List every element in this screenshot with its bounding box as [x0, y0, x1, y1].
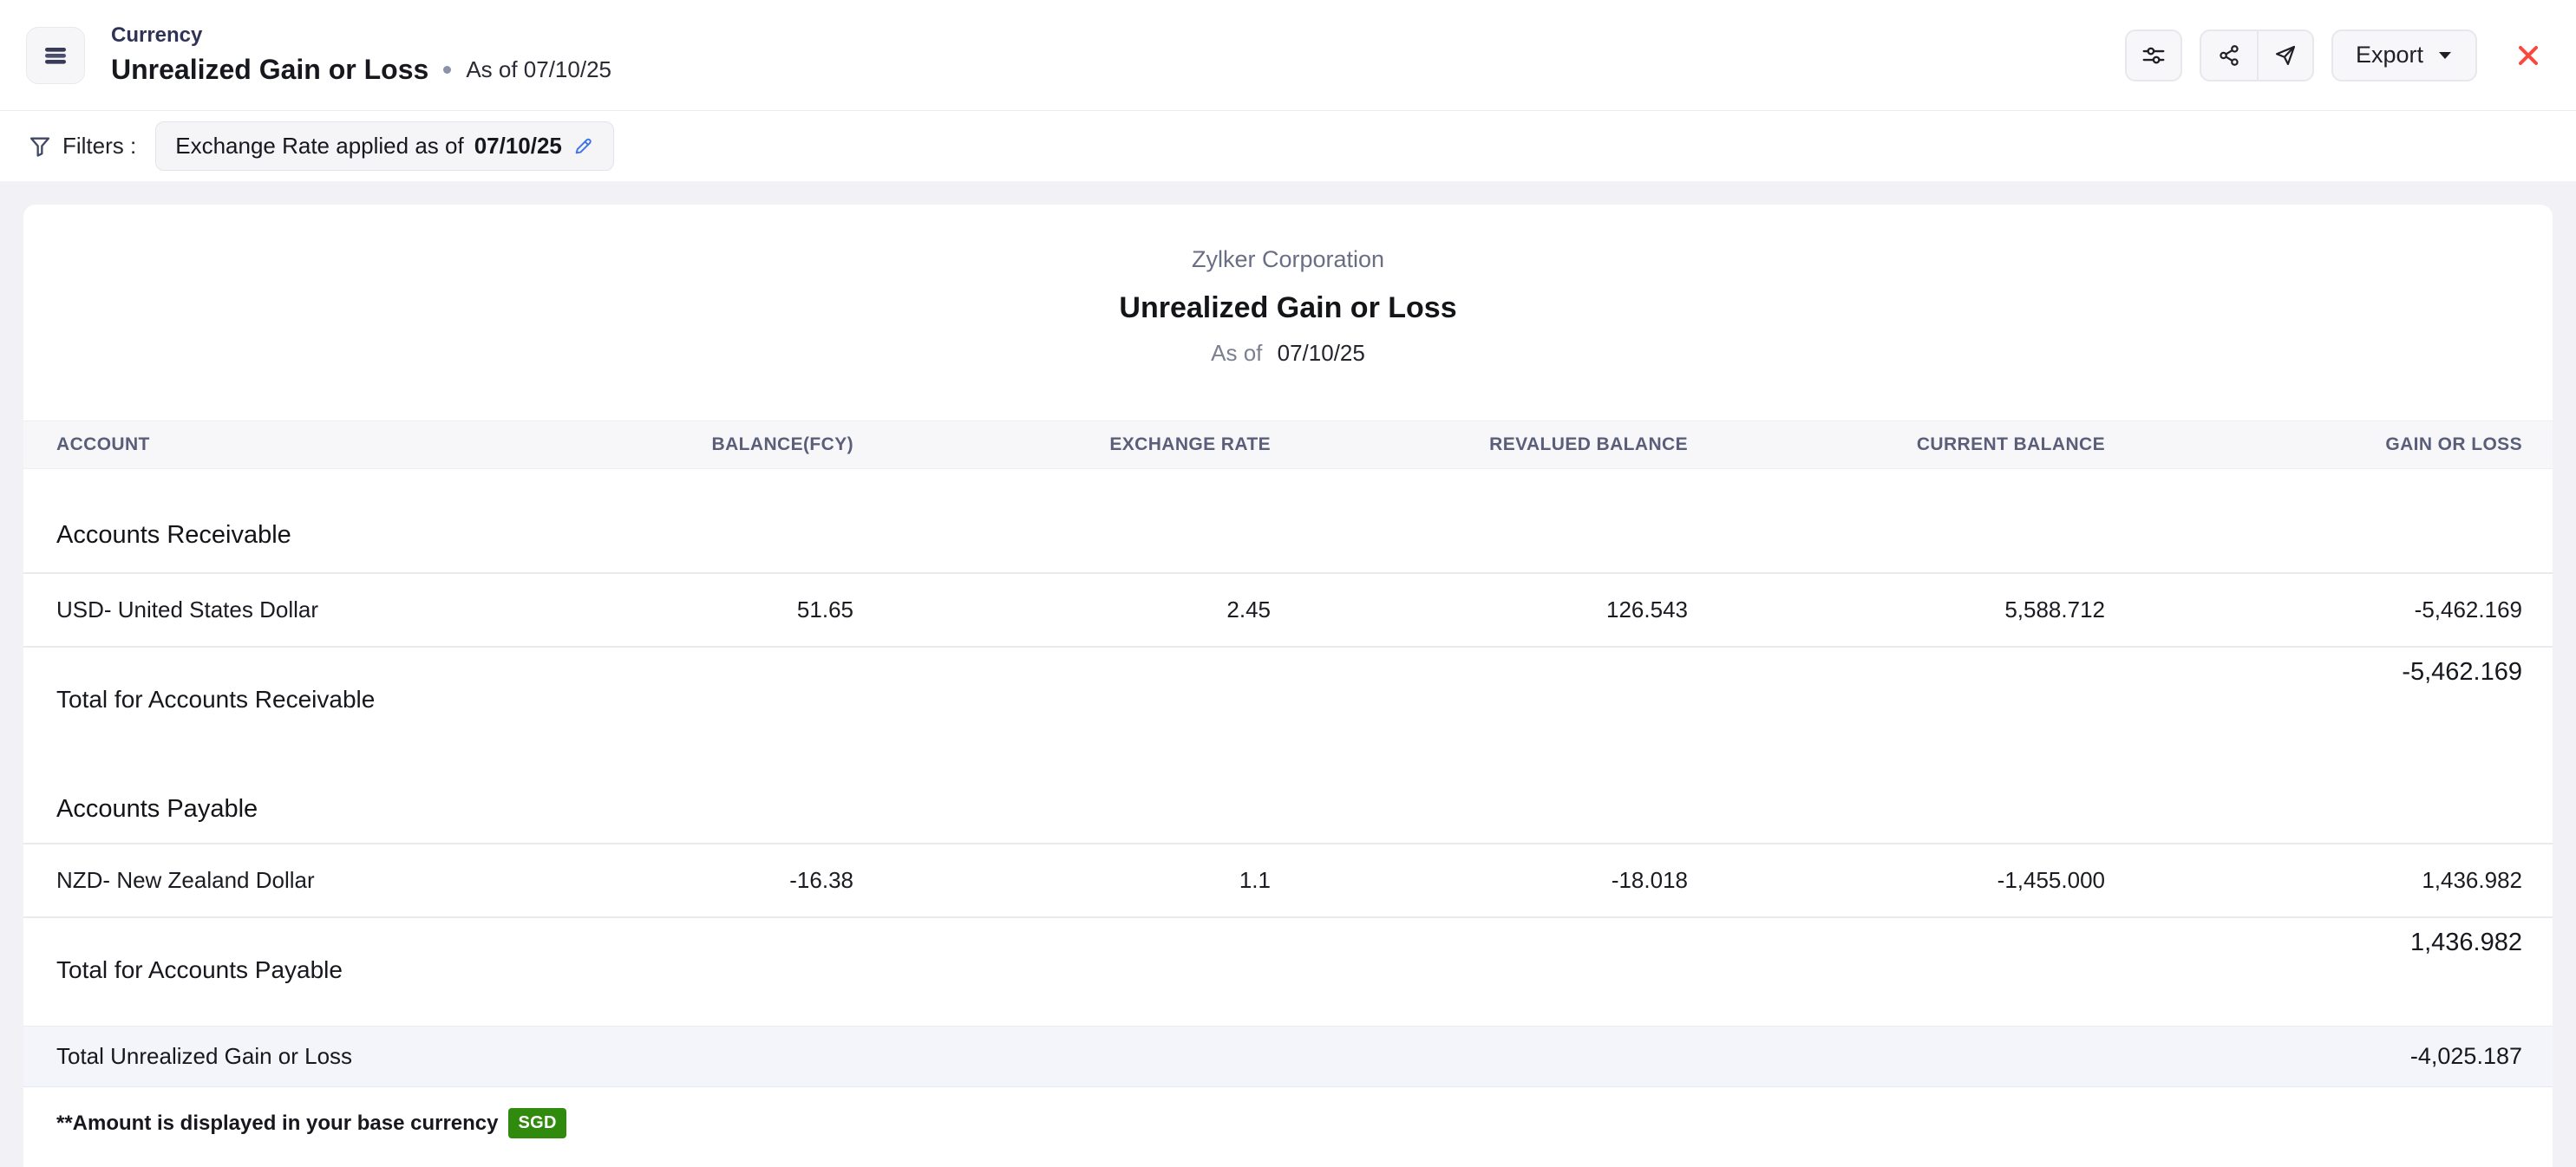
- gain-or-loss-cell: 1,436.982: [2135, 843, 2553, 918]
- base-currency-note: **Amount is displayed in your base curre…: [23, 1087, 2553, 1138]
- column-header-revalued-balance: REVALUED BALANCE: [1301, 421, 1718, 469]
- balance-fcy-cell: -16.38: [467, 843, 884, 918]
- report-table: ACCOUNT BALANCE(FCY) EXCHANGE RATE REVAL…: [23, 421, 2553, 1087]
- column-header-current-balance: CURRENT BALANCE: [1718, 421, 2135, 469]
- section-total-row: Total for Accounts Payable 1,436.982: [23, 917, 2553, 1027]
- report-card: Zylker Corporation Unrealized Gain or Lo…: [23, 205, 2553, 1167]
- exchange-rate-cell: 2.45: [884, 572, 1301, 648]
- hamburger-menu-button[interactable]: [26, 26, 85, 84]
- exchange-rate-filter-pill[interactable]: Exchange Rate applied as of 07/10/25: [155, 121, 614, 171]
- send-icon: [2273, 43, 2298, 68]
- section-header-row: Accounts Payable: [23, 755, 2553, 844]
- top-header-bar: Currency Unrealized Gain or Loss As of 0…: [0, 0, 2576, 111]
- section-total-row: Total for Accounts Receivable -5,462.169: [23, 647, 2553, 755]
- table-header-row: ACCOUNT BALANCE(FCY) EXCHANGE RATE REVAL…: [23, 421, 2553, 469]
- report-asof-date: 07/10/25: [1277, 340, 1365, 366]
- hamburger-icon: [43, 45, 68, 66]
- section-total-value: 1,436.982: [2409, 929, 2522, 956]
- customize-report-button[interactable]: [2124, 29, 2182, 81]
- base-currency-note-text: **Amount is displayed in your base curre…: [56, 1111, 499, 1135]
- grand-total-value: -4,025.187: [2135, 1026, 2553, 1087]
- current-balance-cell: 5,588.712: [1718, 572, 2135, 648]
- filters-label: Filters :: [62, 133, 137, 159]
- section-total-label: Total for Accounts Receivable: [56, 686, 376, 713]
- account-cell: USD- United States Dollar: [23, 572, 467, 648]
- page-title: Unrealized Gain or Loss: [111, 54, 429, 86]
- base-currency-badge: SGD: [508, 1108, 566, 1138]
- section-name: Accounts Receivable: [56, 521, 291, 549]
- export-button[interactable]: Export: [2331, 29, 2477, 81]
- balance-fcy-cell: 51.65: [467, 572, 884, 648]
- export-button-label: Export: [2355, 42, 2423, 68]
- share-send-button-group: [2199, 29, 2314, 81]
- filter-pill-date: 07/10/25: [474, 133, 562, 159]
- report-title: Unrealized Gain or Loss: [1119, 291, 1457, 324]
- page-asof-text: As of 07/10/25: [466, 56, 611, 83]
- account-cell: NZD- New Zealand Dollar: [23, 843, 467, 918]
- funnel-icon: [28, 134, 52, 159]
- grand-total-label: Total Unrealized Gain or Loss: [23, 1026, 2135, 1087]
- section-total-label: Total for Accounts Payable: [56, 956, 343, 983]
- filters-bar: Filters : Exchange Rate applied as of 07…: [0, 111, 2576, 181]
- toolbar: Export: [2124, 29, 2550, 81]
- gain-or-loss-cell: -5,462.169: [2135, 572, 2553, 648]
- close-report-button[interactable]: [2507, 34, 2550, 77]
- report-header: Zylker Corporation Unrealized Gain or Lo…: [23, 205, 2553, 367]
- filter-pill-text: Exchange Rate applied as of: [175, 133, 464, 159]
- table-row[interactable]: NZD- New Zealand Dollar -16.38 1.1 -18.018-…: [23, 843, 2553, 918]
- send-button[interactable]: [2256, 30, 2312, 80]
- column-header-account: ACCOUNT: [23, 421, 467, 469]
- section-name: Accounts Payable: [56, 795, 258, 823]
- close-icon: [2514, 42, 2542, 69]
- company-name: Zylker Corporation: [1191, 246, 1385, 272]
- content-area: Zylker Corporation Unrealized Gain or Lo…: [0, 181, 2576, 1167]
- current-balance-cell: -1,455.000: [1718, 843, 2135, 918]
- column-header-balance-fcy: BALANCE(FCY): [467, 421, 884, 469]
- report-asof-label: As of: [1211, 340, 1263, 366]
- breadcrumb: Currency: [111, 23, 203, 47]
- table-row[interactable]: USD- United States Dollar 51.65 2.45 126.54…: [23, 572, 2553, 648]
- share-icon: [2217, 43, 2241, 68]
- column-header-exchange-rate: EXCHANGE RATE: [884, 421, 1301, 469]
- report-asof: As of 07/10/25: [23, 340, 2553, 367]
- revalued-balance-cell: 126.543: [1301, 572, 1718, 648]
- exchange-rate-cell: 1.1: [884, 843, 1301, 918]
- breadcrumb-title-block: Currency Unrealized Gain or Loss As of 0…: [111, 23, 611, 86]
- section-total-value: -5,462.169: [2402, 658, 2522, 686]
- section-header-row: Accounts Receivable: [23, 469, 2553, 574]
- revalued-balance-cell: -18.018: [1301, 843, 1718, 918]
- grand-total-row: Total Unrealized Gain or Loss -4,025.187: [23, 1026, 2553, 1087]
- share-button[interactable]: [2201, 31, 2257, 80]
- column-header-gain-or-loss: GAIN OR LOSS: [2135, 421, 2553, 469]
- edit-pencil-icon[interactable]: [572, 135, 594, 157]
- sliders-icon: [2141, 42, 2167, 68]
- separator-dot: [443, 66, 452, 75]
- chevron-down-icon: [2437, 50, 2453, 61]
